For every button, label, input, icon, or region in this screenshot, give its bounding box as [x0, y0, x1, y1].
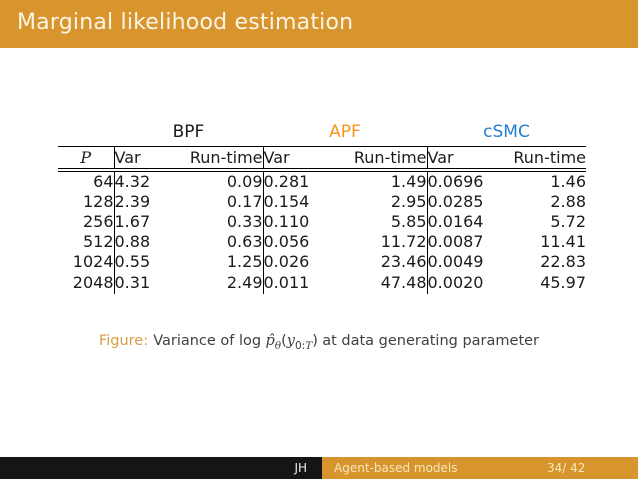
column-header-csmc-var: Var — [427, 146, 503, 172]
table-cell: 0.0049 — [427, 252, 484, 271]
group-header-bpf: BPF — [172, 121, 205, 142]
frame-title-bar: Marginal likelihood estimation — [0, 0, 638, 48]
figure-caption-text: Variance of log — [153, 333, 262, 349]
table-cell: 0.110 — [263, 212, 310, 231]
table-cell: 0.17 — [186, 192, 264, 212]
column-header-bpf-runtime: Run-time — [186, 146, 264, 172]
math-y-subscript-range: 0: — [294, 339, 306, 352]
table-group-header-row: BPF APF cSMC — [58, 117, 586, 147]
column-header-apf-runtime: Run-time — [335, 146, 428, 172]
table-cell: 45.97 — [540, 273, 586, 292]
table-row: 2048 0.31 2.49 0.011 47.48 0.0020 45.97 — [58, 272, 586, 294]
table-cell: 22.83 — [540, 252, 586, 271]
table-row: 512 0.88 0.63 0.056 11.72 0.0087 11.41 — [58, 232, 586, 252]
table-cell: 2.88 — [550, 192, 586, 211]
table-cell: 2.95 — [335, 192, 428, 212]
table-cell: 0.31 — [114, 273, 151, 292]
math-y-subscript-T: T — [305, 339, 313, 352]
footer-author-section: JH — [0, 457, 322, 479]
table-cell: 0.0087 — [427, 232, 484, 251]
table-cell: 0.281 — [263, 172, 310, 191]
table-cell: 512 — [58, 232, 115, 252]
table-cell: 2.49 — [186, 272, 264, 294]
table-cell: 0.026 — [263, 252, 310, 271]
table-cell: 0.88 — [114, 232, 151, 251]
table-cell: 0.011 — [263, 273, 310, 292]
table-cell: 0.0285 — [427, 192, 484, 211]
table-row: 128 2.39 0.17 0.154 2.95 0.0285 2.88 — [58, 192, 586, 212]
table-cell: 0.33 — [186, 212, 264, 232]
table-row: 64 4.32 0.09 0.281 1.49 0.0696 1.46 — [58, 170, 586, 192]
results-table-wrap: BPF APF cSMC P Var Run-time Var Run-time… — [58, 117, 586, 294]
math-y: y — [286, 333, 295, 349]
table-cell: 4.32 — [114, 172, 151, 191]
column-header-csmc-runtime: Run-time — [503, 146, 586, 172]
table-cell: 0.0020 — [427, 273, 484, 292]
table-cell: 47.48 — [335, 272, 428, 294]
math-theta-subscript: θ — [274, 339, 282, 352]
math-p-hat: p̂ — [265, 333, 275, 349]
figure-caption-label: Figure: — [98, 333, 149, 349]
table-cell: 11.41 — [540, 232, 586, 251]
group-header-empty — [58, 117, 114, 147]
table-cell: 11.72 — [335, 232, 428, 252]
frame-title: Marginal likelihood estimation — [17, 10, 354, 35]
column-header-p: P — [58, 146, 115, 172]
math-paren-close: ) — [312, 333, 318, 349]
table-cell: 64 — [58, 170, 115, 192]
column-header-bpf-var: Var — [114, 146, 186, 172]
table-cell: 2048 — [58, 272, 115, 294]
table-cell: 0.056 — [263, 232, 310, 251]
column-header-apf-var: Var — [263, 146, 335, 172]
footer-author: JH — [294, 461, 307, 475]
figure-caption: Figure: Variance of log p̂θ(y0:T) at data g… — [0, 333, 638, 352]
table-cell: 0.09 — [186, 170, 264, 192]
table-cell: 1.67 — [114, 212, 151, 231]
math-y-subscript: 0:T — [295, 340, 312, 352]
math-expression: p̂θ(y0:T) — [265, 333, 318, 352]
table-cell: 128 — [58, 192, 115, 212]
table-cell: 256 — [58, 212, 115, 232]
group-header-apf: APF — [329, 121, 361, 142]
results-table: BPF APF cSMC P Var Run-time Var Run-time… — [58, 117, 586, 294]
math-paren-open: ( — [281, 333, 287, 349]
footer-deck-title: Agent-based models — [334, 461, 458, 475]
table-subheader-row: P Var Run-time Var Run-time Var Run-time — [58, 146, 586, 172]
footer-page-number: 34/ 42 — [547, 461, 586, 475]
group-header-csmc: cSMC — [483, 121, 530, 142]
table-cell: 1.46 — [550, 172, 586, 191]
table-cell: 23.46 — [335, 252, 428, 272]
table-row: 1024 0.55 1.25 0.026 23.46 0.0049 22.83 — [58, 252, 586, 272]
table-cell: 1.25 — [186, 252, 264, 272]
table-cell: 0.0164 — [427, 212, 484, 231]
table-cell: 0.0696 — [427, 172, 484, 191]
table-cell: 5.72 — [550, 212, 586, 231]
footer-title-section: Agent-based models 34/ 42 — [322, 457, 638, 479]
table-cell: 1024 — [58, 252, 115, 272]
table-cell: 1.49 — [335, 170, 428, 192]
table-cell: 0.55 — [114, 252, 151, 271]
footline: JH Agent-based models 34/ 42 — [0, 457, 638, 479]
figure-caption-text-end: at data generating parameter — [322, 333, 540, 349]
table-cell: 2.39 — [114, 192, 151, 211]
table-cell: 5.85 — [335, 212, 428, 232]
table-cell: 0.63 — [186, 232, 264, 252]
table-cell: 0.154 — [263, 192, 310, 211]
table-row: 256 1.67 0.33 0.110 5.85 0.0164 5.72 — [58, 212, 586, 232]
